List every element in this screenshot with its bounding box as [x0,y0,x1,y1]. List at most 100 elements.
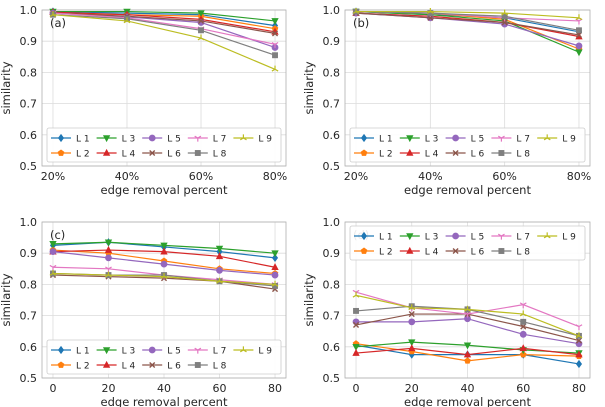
data-point [576,27,582,34]
legend: L 1 L 3 L 5 L 7 L 9 L 2 L 4 L 6 L 8 [46,127,282,163]
legend-marker [452,247,459,255]
legend-label: L 6 [167,150,181,160]
legend-marker [452,232,460,240]
legend-marker [360,149,368,156]
series-line [356,10,580,31]
y-tick-label: 0.9 [20,35,38,48]
data-point [352,348,360,356]
panel-b: 0.5 0.6 0.7 0.8 0.9 1.0 20% 40% 60% 80% edge remov… [302,4,591,197]
series-line [356,10,580,19]
legend-label: L 4 [425,150,439,160]
legend-marker [194,135,202,142]
legend-entry-l-8: L 8 [491,248,530,258]
x-tick-label: 80 [572,382,586,395]
panel-a: 0.5 0.6 0.7 0.8 0.9 1.0 20% 40% 60% 80% edge remov… [0,4,287,197]
legend: L 1 L 3 L 5 L 7 L 9 L 2 L 4 L 6 L 8 [349,127,586,163]
x-tick-label: 20% [41,170,65,183]
x-tick-label: 80% [263,170,287,183]
legend-marker [406,148,414,156]
legend-marker [194,362,201,368]
series-l-9 [352,7,583,21]
legend-label: L 7 [213,347,227,357]
data-point [464,311,471,318]
data-point [463,342,472,350]
data-point [575,14,583,21]
data-point [575,359,583,369]
legend-entry-l-3: L 3 [399,233,438,243]
legend-marker [57,133,65,143]
data-point [197,17,205,24]
y-tick-label: 0.8 [323,278,341,291]
y-tick-label: 0.8 [20,66,38,79]
x-tick-label: 0 [353,382,360,395]
data-point [49,241,57,248]
data-point [271,271,279,279]
legend-label: L 8 [516,248,530,258]
data-point [352,7,360,14]
series-line [52,14,276,70]
legend-marker [452,149,459,157]
data-point [575,49,583,57]
legend-entry-l-6: L 6 [445,149,484,160]
y-tick-label: 1.0 [323,4,341,17]
legend-entry-l-9: L 9 [537,232,576,243]
legend-marker [149,361,156,369]
legend-marker [406,135,414,143]
x-tick-label: 40% [418,170,442,183]
x-axis-label: edge removal percent [101,183,228,197]
axes-frame [41,221,287,379]
data-point [501,9,509,16]
legend-entry-l-2: L 2 [354,248,393,258]
legend-marker [360,231,368,241]
legend-marker [102,148,111,156]
y-tick-label: 0.5 [323,160,341,173]
legend-marker [57,149,65,156]
legend-marker [57,361,65,368]
y-tick-label: 0.6 [323,129,341,142]
data-point [464,305,471,312]
axes-frame [344,9,591,167]
y-tick-label: 0.9 [323,247,341,260]
y-tick-label: 0.9 [20,247,38,260]
legend-marker [102,347,111,355]
data-point [575,42,583,50]
data-point [353,307,359,314]
data-point [427,14,434,21]
data-point [408,304,416,311]
data-point [408,344,416,352]
x-axis-label: edge removal percent [404,183,531,197]
x-axis-label: edge removal percent [101,395,228,407]
legend-marker [360,247,368,254]
data-point [520,323,527,330]
legend-marker [497,135,505,142]
data-point [197,10,205,18]
legend-entry-l-7: L 7 [187,135,226,145]
data-point [575,350,583,358]
series-line [52,12,276,45]
series-l-3 [49,239,279,258]
x-tick-label: 60 [516,382,530,395]
legend-entry-l-8: L 8 [187,362,227,372]
data-point [160,242,168,250]
legend-marker [57,345,65,355]
legend-label: L 5 [167,135,181,145]
data-point [519,351,527,358]
data-point [104,245,113,253]
y-tick-label: 0.6 [20,129,38,142]
legend-entry-l-6: L 6 [445,247,484,258]
x-tick-label: 40% [115,170,139,183]
legend-label: L 5 [471,233,485,243]
data-point [575,31,583,39]
legend-marker [149,149,156,157]
y-axis-label: similarity [0,273,13,326]
x-tick-label: 60% [189,170,213,183]
y-tick-label: 1.0 [323,216,341,229]
legend: L 1 L 3 L 5 L 7 L 9 L 2 L 4 L 6 L 8 [349,225,586,261]
legend-marker [148,134,156,142]
data-point [104,239,113,247]
legend-label: L 9 [258,347,272,357]
panel-label: (b) [353,16,369,30]
legend-label: L 4 [122,362,136,372]
legend-entry-l-2: L 2 [354,150,393,160]
